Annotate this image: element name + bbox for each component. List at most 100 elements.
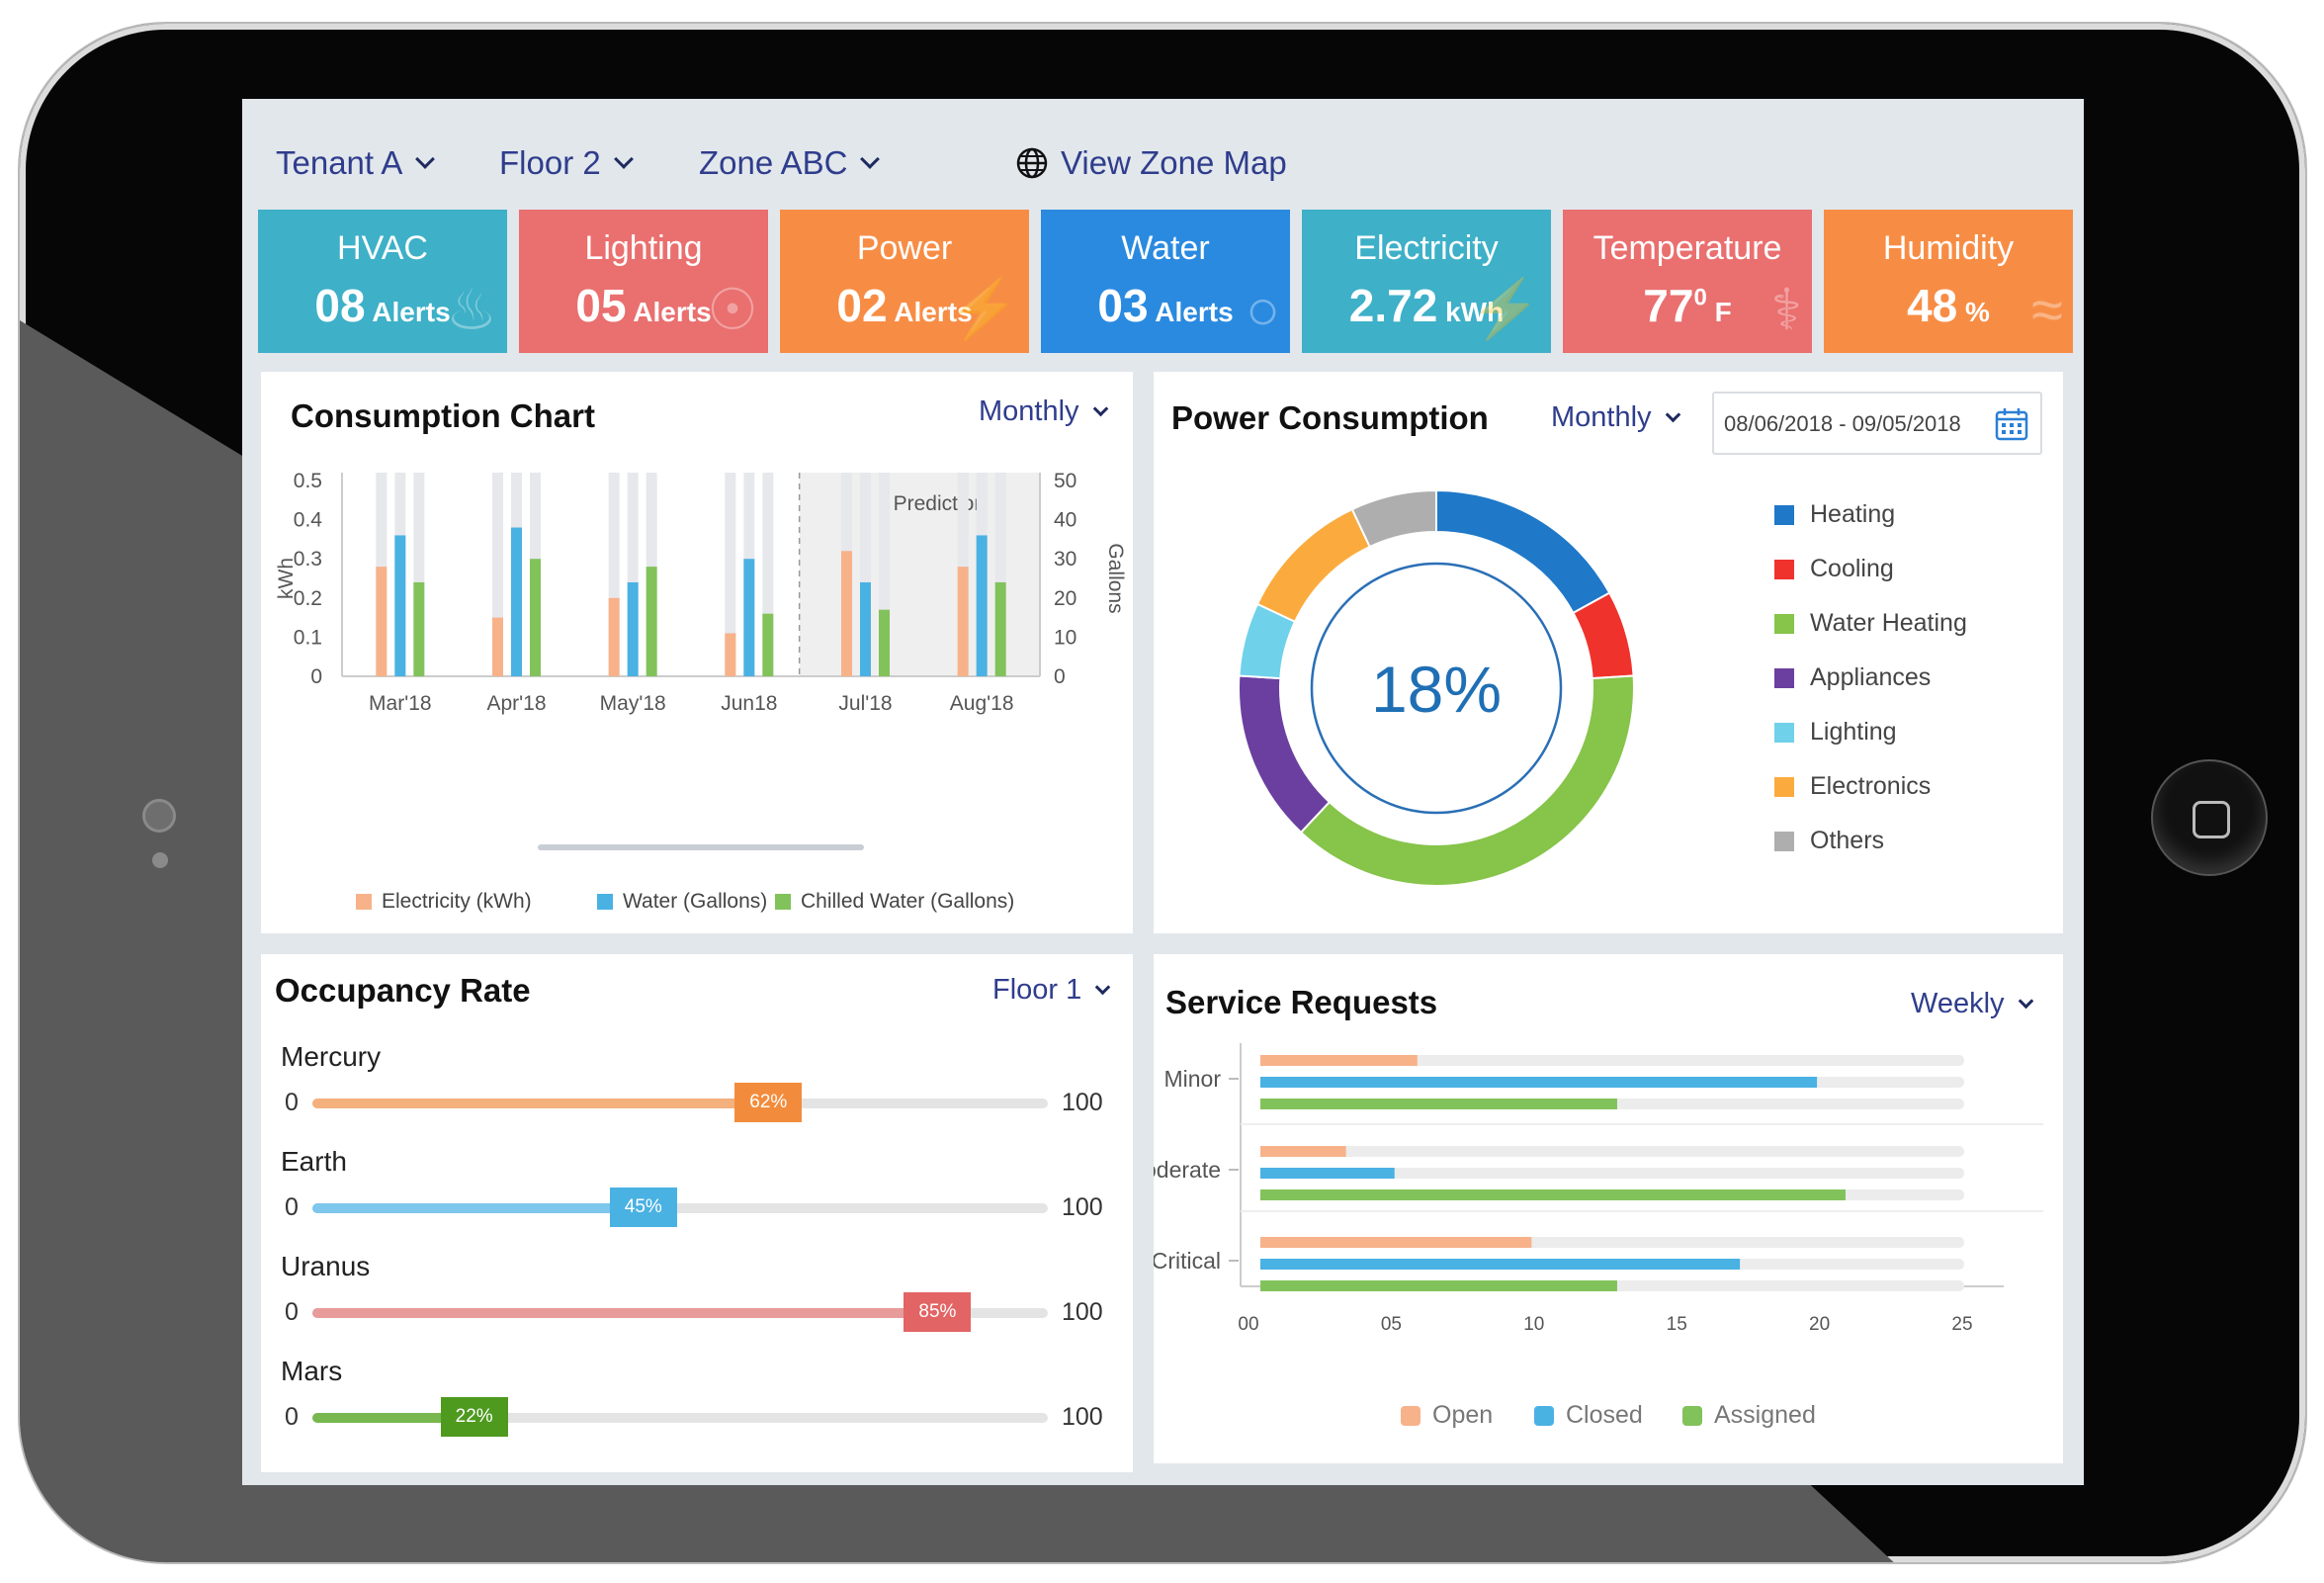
- kpi-tile-title: Temperature: [1592, 229, 1782, 267]
- tenant-label: Tenant A: [276, 144, 403, 181]
- y-tick-label: 0.3: [294, 548, 322, 571]
- calendar-icon[interactable]: [1995, 407, 2028, 441]
- bar-track: [608, 473, 620, 676]
- consumption-chart-card: Consumption Chart Monthly Prediction 0 0.1…: [261, 372, 1133, 933]
- legend-swatch: [1682, 1405, 1702, 1426]
- bar-track: [860, 473, 871, 676]
- bar-chilled: [879, 609, 890, 676]
- y2-tick-label: 50: [1054, 470, 1076, 492]
- legend-swatch: [597, 894, 613, 910]
- bar-track: [627, 473, 639, 676]
- bar-open: [1260, 1146, 1346, 1157]
- view-zone-map-link[interactable]: View Zone Map: [1015, 144, 1287, 182]
- kpi-value-number: 2.72: [1348, 280, 1438, 331]
- bolt-icon: ⚡: [1469, 277, 1541, 341]
- legend-item-closed: Closed: [1534, 1401, 1643, 1430]
- kpi-tiles: HVAC 08 Alerts ♨ Lighting 05 Alerts ☉ Power 02 …: [258, 210, 2073, 353]
- kpi-tile-water[interactable]: Water 03 Alerts ○: [1041, 210, 1290, 353]
- kpi-tile-title: Lighting: [584, 229, 703, 267]
- occupancy-percent-badge[interactable]: 22%: [440, 1397, 508, 1437]
- category-label: Minor: [1163, 1066, 1221, 1092]
- kpi-value-unit: %: [1957, 297, 1990, 327]
- chevron-down-icon: [860, 149, 881, 169]
- kpi-tile-lighting[interactable]: Lighting 05 Alerts ☉: [519, 210, 768, 353]
- tenant-dropdown[interactable]: Tenant A: [276, 144, 436, 182]
- legend-swatch: [1774, 722, 1794, 743]
- donut-slice-heating: [1435, 488, 1611, 615]
- y2-tick-label: 0: [1054, 665, 1066, 688]
- chart-scrollbar[interactable]: [538, 844, 864, 850]
- occupancy-percent-badge[interactable]: 45%: [609, 1187, 677, 1227]
- kpi-tile-humidity[interactable]: Humidity 48 % ≈: [1824, 210, 2073, 353]
- legend-swatch: [1774, 667, 1794, 688]
- bar-assigned: [1260, 1099, 1617, 1109]
- bar-electricity: [725, 633, 736, 676]
- legend-swatch: [1774, 504, 1794, 525]
- occupancy-row-name: Earth: [281, 1146, 347, 1177]
- home-button[interactable]: [2151, 759, 2268, 876]
- occupancy-floor-dropdown[interactable]: Floor 1: [992, 974, 1111, 1007]
- chevron-down-icon: [415, 149, 436, 169]
- chevron-down-icon: [1094, 979, 1111, 996]
- bar-electricity: [841, 551, 852, 676]
- kpi-tile-power[interactable]: Power 02 Alerts ⚡: [780, 210, 1029, 353]
- kpi-value-number: 08: [314, 280, 366, 331]
- waves-icon: ≈: [2031, 278, 2063, 342]
- kpi-tile-value: 03 Alerts: [1041, 279, 1290, 332]
- occupancy-percent-badge[interactable]: 62%: [734, 1083, 803, 1122]
- consumption-period-dropdown[interactable]: Monthly: [979, 396, 1108, 428]
- occupancy-fill: [312, 1099, 769, 1108]
- kpi-tile-electricity[interactable]: Electricity 2.72 kWh ⚡: [1302, 210, 1551, 353]
- occupancy-fill: [312, 1308, 938, 1318]
- x-tick-label: Apr'18: [486, 692, 546, 715]
- bar-track: [1260, 1055, 1964, 1066]
- bar-chilled: [646, 567, 657, 676]
- x-tick-label: 10: [1523, 1314, 1544, 1335]
- donut-slice-electronics: [1255, 507, 1372, 624]
- legend-label: Lighting: [1810, 718, 1897, 746]
- power-consumption-title: Power Consumption: [1171, 399, 1489, 436]
- service-legend: Open Closed Assigned: [1154, 1399, 2063, 1439]
- service-requests-chart: Minor Moderate Critical 00 05 10 15 20 25: [1154, 1043, 2043, 1335]
- bar-assigned: [1260, 1280, 1617, 1291]
- occupancy-row-name: Mars: [281, 1356, 343, 1386]
- kpi-tile-value: 770 F: [1563, 279, 1812, 332]
- kpi-value-number: 77: [1643, 280, 1694, 331]
- service-period-label: Weekly: [1911, 988, 2005, 1019]
- chevron-down-icon: [613, 149, 634, 169]
- bar-chilled: [413, 581, 425, 676]
- kpi-tile-hvac[interactable]: HVAC 08 Alerts ♨: [258, 210, 507, 353]
- legend-item: Electricity (kWh): [356, 890, 532, 914]
- x-tick-label: 00: [1238, 1314, 1258, 1335]
- zone-dropdown[interactable]: Zone ABC: [699, 144, 881, 182]
- bar-closed: [1260, 1077, 1818, 1088]
- floor-dropdown[interactable]: Floor 2: [499, 144, 634, 182]
- occupancy-percent-badge[interactable]: 85%: [904, 1292, 972, 1332]
- occupancy-rate-title: Occupancy Rate: [275, 972, 531, 1009]
- bar-water: [627, 581, 639, 676]
- x-tick-label: Aug'18: [950, 692, 1014, 715]
- legend-label: Electronics: [1810, 772, 1932, 800]
- service-requests-title: Service Requests: [1165, 984, 1438, 1020]
- legend-label: Assigned: [1714, 1401, 1816, 1429]
- legend-swatch: [1774, 613, 1794, 634]
- legend-item-appliances: Appliances: [1774, 663, 1931, 692]
- camera-icon: [142, 799, 176, 833]
- flame-icon: ♨: [446, 278, 497, 342]
- legend-label: Water (Gallons): [623, 890, 768, 913]
- occupancy-min-label: 0: [285, 1089, 299, 1116]
- consumption-chart-title: Consumption Chart: [291, 397, 595, 434]
- occupancy-max-label: 100: [1062, 1298, 1103, 1326]
- power-period-dropdown[interactable]: Monthly: [1551, 401, 1680, 434]
- y-tick-label: 0.4: [294, 509, 323, 532]
- kpi-tile-temperature[interactable]: Temperature 770 F ⚕: [1563, 210, 1812, 353]
- y-tick-label: 0: [310, 665, 322, 688]
- occupancy-fill: [312, 1413, 474, 1423]
- bar-water: [860, 581, 871, 676]
- bar-chilled: [530, 559, 541, 676]
- kpi-value-unit: Alerts: [1148, 297, 1234, 327]
- x-tick-label: 20: [1809, 1314, 1830, 1335]
- service-period-dropdown[interactable]: Weekly: [1911, 988, 2033, 1020]
- bar-water: [976, 535, 988, 676]
- date-range-picker[interactable]: 08/06/2018 - 09/05/2018: [1712, 392, 2042, 455]
